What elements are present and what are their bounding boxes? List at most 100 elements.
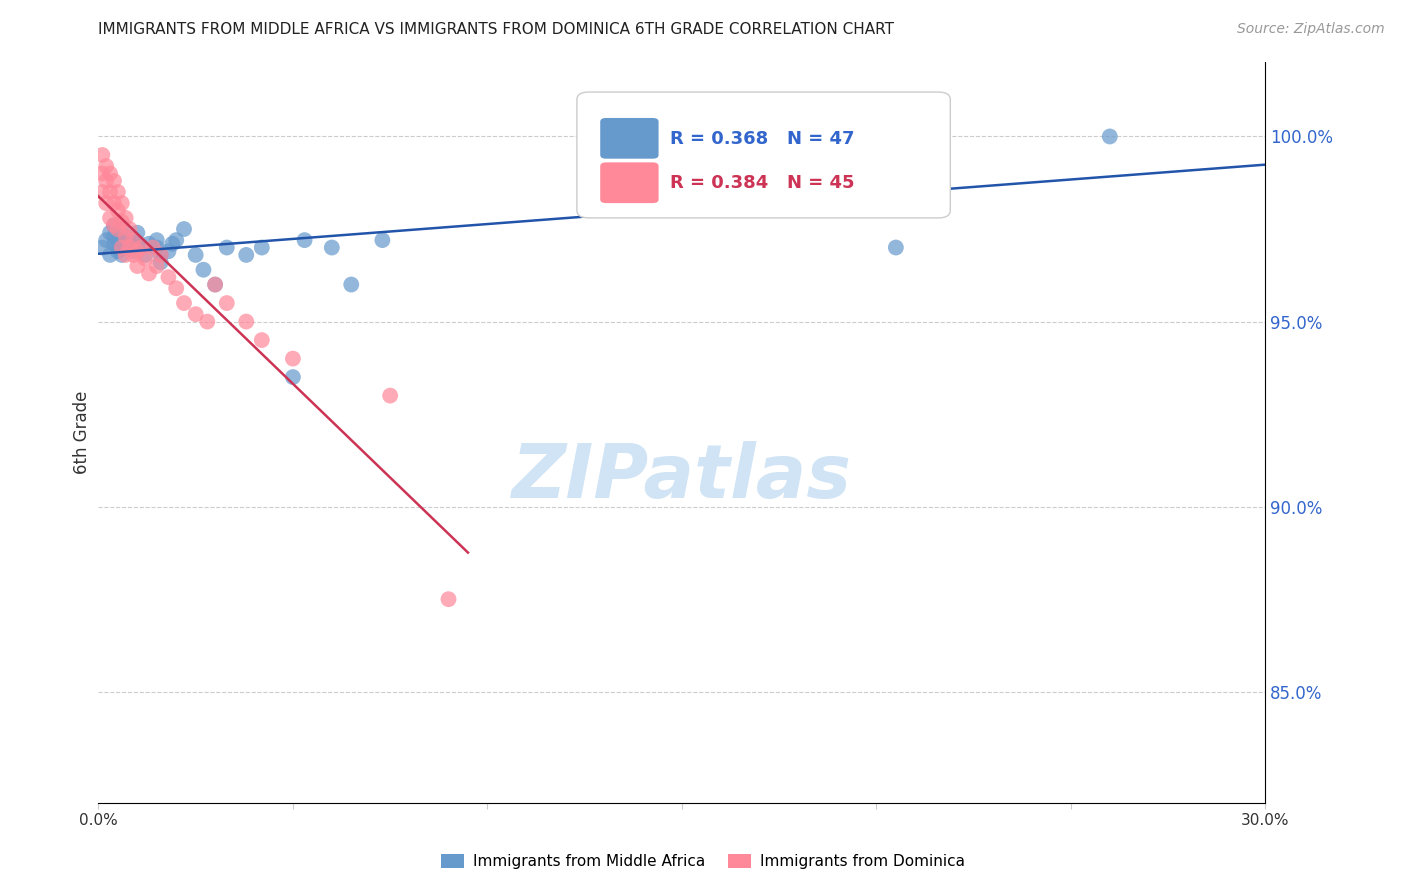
Point <box>98 167 121 181</box>
Point <box>103 219 125 233</box>
Point <box>127 244 149 259</box>
Text: IMMIGRANTS FROM MIDDLE AFRICA VS IMMIGRANTS FROM DOMINICA 6TH GRADE CORRELATION : IMMIGRANTS FROM MIDDLE AFRICA VS IMMIGRA… <box>98 22 894 37</box>
Y-axis label: 6th Grade: 6th Grade <box>73 391 91 475</box>
Point <box>294 233 316 247</box>
Point <box>129 241 152 255</box>
Point <box>111 233 134 247</box>
Point <box>173 296 195 310</box>
Point <box>111 222 134 236</box>
Point <box>321 241 343 255</box>
Point <box>98 248 121 262</box>
Point <box>122 233 145 247</box>
Point <box>98 185 121 199</box>
Point <box>96 174 118 188</box>
Point <box>165 281 187 295</box>
Point <box>146 241 169 255</box>
Point <box>98 226 121 240</box>
Point <box>146 259 169 273</box>
Point <box>114 229 136 244</box>
Text: R = 0.368   N = 47: R = 0.368 N = 47 <box>671 129 855 148</box>
Point <box>127 226 149 240</box>
Point <box>149 248 172 262</box>
Point <box>122 244 145 259</box>
Point <box>235 248 257 262</box>
Point <box>127 259 149 273</box>
Point <box>127 236 149 251</box>
Point <box>96 196 118 211</box>
Point <box>91 167 114 181</box>
Point <box>129 241 152 255</box>
Point <box>107 185 129 199</box>
Point <box>107 233 129 247</box>
Point <box>114 211 136 225</box>
Point <box>142 241 165 255</box>
Point <box>1098 129 1121 144</box>
Point <box>138 236 160 251</box>
Point <box>118 222 141 236</box>
Point <box>631 167 654 181</box>
Point <box>134 248 156 262</box>
Point <box>122 248 145 262</box>
Point <box>250 333 273 347</box>
Point <box>884 241 907 255</box>
Point <box>111 241 134 255</box>
Point <box>371 233 394 247</box>
Point <box>195 315 218 329</box>
Point <box>118 241 141 255</box>
Point <box>111 214 134 228</box>
Point <box>157 270 180 285</box>
Point <box>378 388 402 402</box>
Legend: Immigrants from Middle Africa, Immigrants from Dominica: Immigrants from Middle Africa, Immigrant… <box>434 848 972 875</box>
Point <box>162 236 184 251</box>
Point <box>114 229 136 244</box>
Point <box>114 241 136 255</box>
Point <box>134 252 156 266</box>
Point <box>96 233 118 247</box>
Point <box>103 196 125 211</box>
Point <box>118 236 141 251</box>
Point <box>91 185 114 199</box>
Text: Source: ZipAtlas.com: Source: ZipAtlas.com <box>1237 22 1385 37</box>
Point <box>235 315 257 329</box>
Point <box>111 248 134 262</box>
Point <box>710 148 733 162</box>
Point <box>91 241 114 255</box>
Point <box>157 244 180 259</box>
Point <box>146 233 169 247</box>
Point <box>103 229 125 244</box>
Point <box>98 211 121 225</box>
Point <box>107 241 129 255</box>
Point <box>118 241 141 255</box>
Point <box>122 233 145 247</box>
Point <box>138 267 160 281</box>
Point <box>340 277 363 292</box>
FancyBboxPatch shape <box>576 92 950 218</box>
Point <box>204 277 226 292</box>
Text: ZIPatlas: ZIPatlas <box>512 441 852 514</box>
Point <box>96 159 118 173</box>
FancyBboxPatch shape <box>600 162 658 203</box>
Point <box>437 592 460 607</box>
Point <box>165 233 187 247</box>
Point <box>193 262 215 277</box>
Point <box>149 255 172 269</box>
Point <box>149 248 172 262</box>
Point <box>173 222 195 236</box>
Point <box>107 222 129 236</box>
Point <box>103 236 125 251</box>
Point <box>184 307 207 321</box>
Point <box>107 244 129 259</box>
Point <box>281 351 304 366</box>
Point <box>103 219 125 233</box>
Point <box>107 203 129 218</box>
Point <box>215 296 238 310</box>
Text: R = 0.384   N = 45: R = 0.384 N = 45 <box>671 174 855 192</box>
Point <box>103 174 125 188</box>
Point <box>281 370 304 384</box>
Point <box>184 248 207 262</box>
FancyBboxPatch shape <box>600 118 658 159</box>
Point <box>111 196 134 211</box>
Point <box>250 241 273 255</box>
Point <box>114 248 136 262</box>
Point <box>91 148 114 162</box>
